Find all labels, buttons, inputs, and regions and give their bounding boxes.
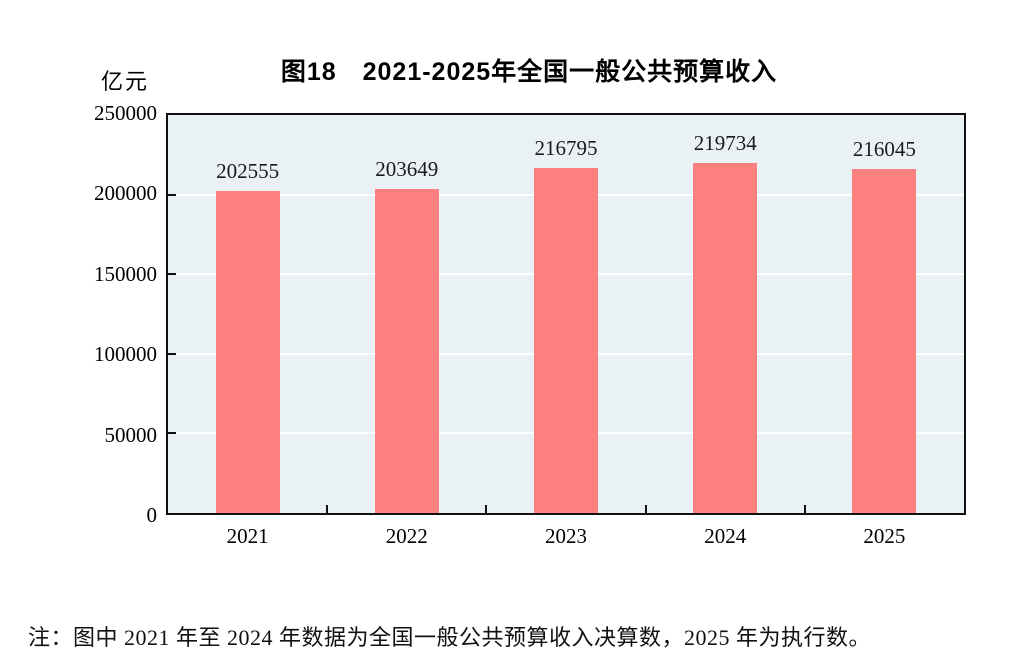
bar-value-label-2022: 203649 — [375, 157, 439, 181]
plot-inner-area: 202555 203649 216795 219734 216045 — [168, 115, 964, 513]
y-axis-label-150000: 150000 — [94, 261, 157, 286]
bar-value-label-2025: 216045 — [852, 137, 916, 161]
y-axis-tick-200000 — [168, 193, 176, 196]
x-axis-tick-4 — [803, 505, 806, 513]
bar-value-label-2024: 219734 — [693, 131, 757, 155]
y-axis-tick-150000 — [168, 273, 176, 276]
x-axis-label-2021: 2021 — [226, 524, 269, 548]
y-axis-tick-labels: 0 50000 100000 150000 200000 250000 — [0, 0, 157, 656]
y-axis-label-250000: 250000 — [94, 101, 157, 125]
y-axis-label-0: 0 — [146, 503, 158, 527]
bar-2024 — [693, 163, 758, 513]
x-axis-label-2022: 2022 — [385, 524, 428, 548]
x-axis-tick-1 — [326, 505, 329, 513]
y-axis-tick-100000 — [168, 352, 176, 355]
bar-2025 — [852, 169, 917, 513]
bar-2022 — [374, 189, 439, 513]
y-axis-label-50000: 50000 — [104, 422, 158, 447]
bar-value-label-2021: 202555 — [216, 159, 280, 183]
plot-area: 202555 203649 216795 219734 216045 — [166, 113, 966, 515]
bar-2021 — [215, 191, 280, 513]
y-axis-label-200000: 200000 — [94, 181, 157, 206]
bar-value-label-2023: 216795 — [534, 136, 598, 160]
chart-title: 图18 2021-2025年全国一般公共预算收入 — [280, 58, 778, 86]
x-axis-label-2025: 2025 — [863, 524, 906, 548]
y-axis-label-100000: 100000 — [94, 342, 157, 367]
x-axis-tick-2 — [485, 505, 488, 513]
y-axis-unit-label: 亿元 — [101, 69, 150, 94]
x-axis-label-2023: 2023 — [545, 524, 587, 548]
x-axis-tick-3 — [644, 505, 647, 513]
x-axis-label-2024: 2024 — [704, 524, 747, 548]
bar-2023 — [534, 168, 598, 513]
y-axis-tick-50000 — [168, 432, 176, 435]
footnote: 注：图中 2021 年至 2024 年数据为全国一般公共预算收入决算数，2025… — [28, 625, 872, 650]
